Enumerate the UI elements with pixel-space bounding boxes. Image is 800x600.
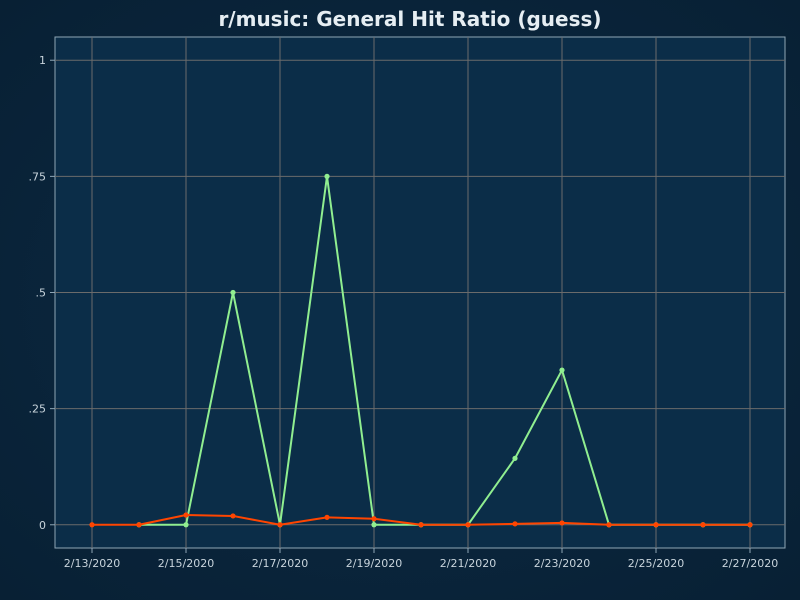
data-point bbox=[230, 289, 236, 296]
y-axis-ticks: 0 .25 .5 .75 1 bbox=[29, 54, 55, 532]
data-point bbox=[418, 522, 424, 528]
y-tick-label: 0 bbox=[39, 519, 46, 532]
data-point bbox=[371, 522, 377, 528]
y-tick-label: 1 bbox=[39, 54, 46, 67]
x-tick-label: 2/25/2020 bbox=[628, 557, 684, 570]
data-point bbox=[700, 522, 706, 528]
x-tick-label: 2/19/2020 bbox=[346, 557, 402, 570]
chart-title: r/music: General Hit Ratio (guess) bbox=[218, 7, 601, 31]
data-point bbox=[606, 522, 612, 528]
data-point bbox=[324, 514, 330, 520]
x-tick-label: 2/13/2020 bbox=[64, 557, 120, 570]
series-layer bbox=[89, 173, 753, 528]
data-point bbox=[89, 522, 95, 528]
x-tick-label: 2/21/2020 bbox=[440, 557, 496, 570]
y-tick-label: .75 bbox=[29, 170, 47, 183]
data-point bbox=[559, 367, 565, 373]
data-point bbox=[371, 516, 377, 522]
data-point bbox=[136, 522, 142, 528]
data-point bbox=[512, 455, 518, 461]
series-2 bbox=[89, 512, 753, 528]
data-point bbox=[183, 522, 189, 528]
data-point bbox=[747, 522, 753, 528]
x-tick-label: 2/15/2020 bbox=[158, 557, 214, 570]
x-tick-label: 2/17/2020 bbox=[252, 557, 308, 570]
y-tick-label: .25 bbox=[29, 403, 47, 416]
data-point bbox=[324, 173, 330, 179]
x-axis-ticks: 2/13/2020 2/15/2020 2/17/2020 2/19/2020 2/21… bbox=[64, 548, 778, 570]
data-point bbox=[512, 521, 518, 527]
x-tick-label: 2/27/2020 bbox=[722, 557, 778, 570]
y-tick-label: .5 bbox=[36, 287, 47, 300]
data-point bbox=[559, 520, 565, 526]
x-tick-label: 2/23/2020 bbox=[534, 557, 590, 570]
data-point bbox=[277, 522, 283, 528]
data-point bbox=[230, 513, 236, 519]
data-point bbox=[465, 522, 471, 528]
data-point bbox=[183, 512, 189, 518]
data-point bbox=[653, 522, 659, 528]
